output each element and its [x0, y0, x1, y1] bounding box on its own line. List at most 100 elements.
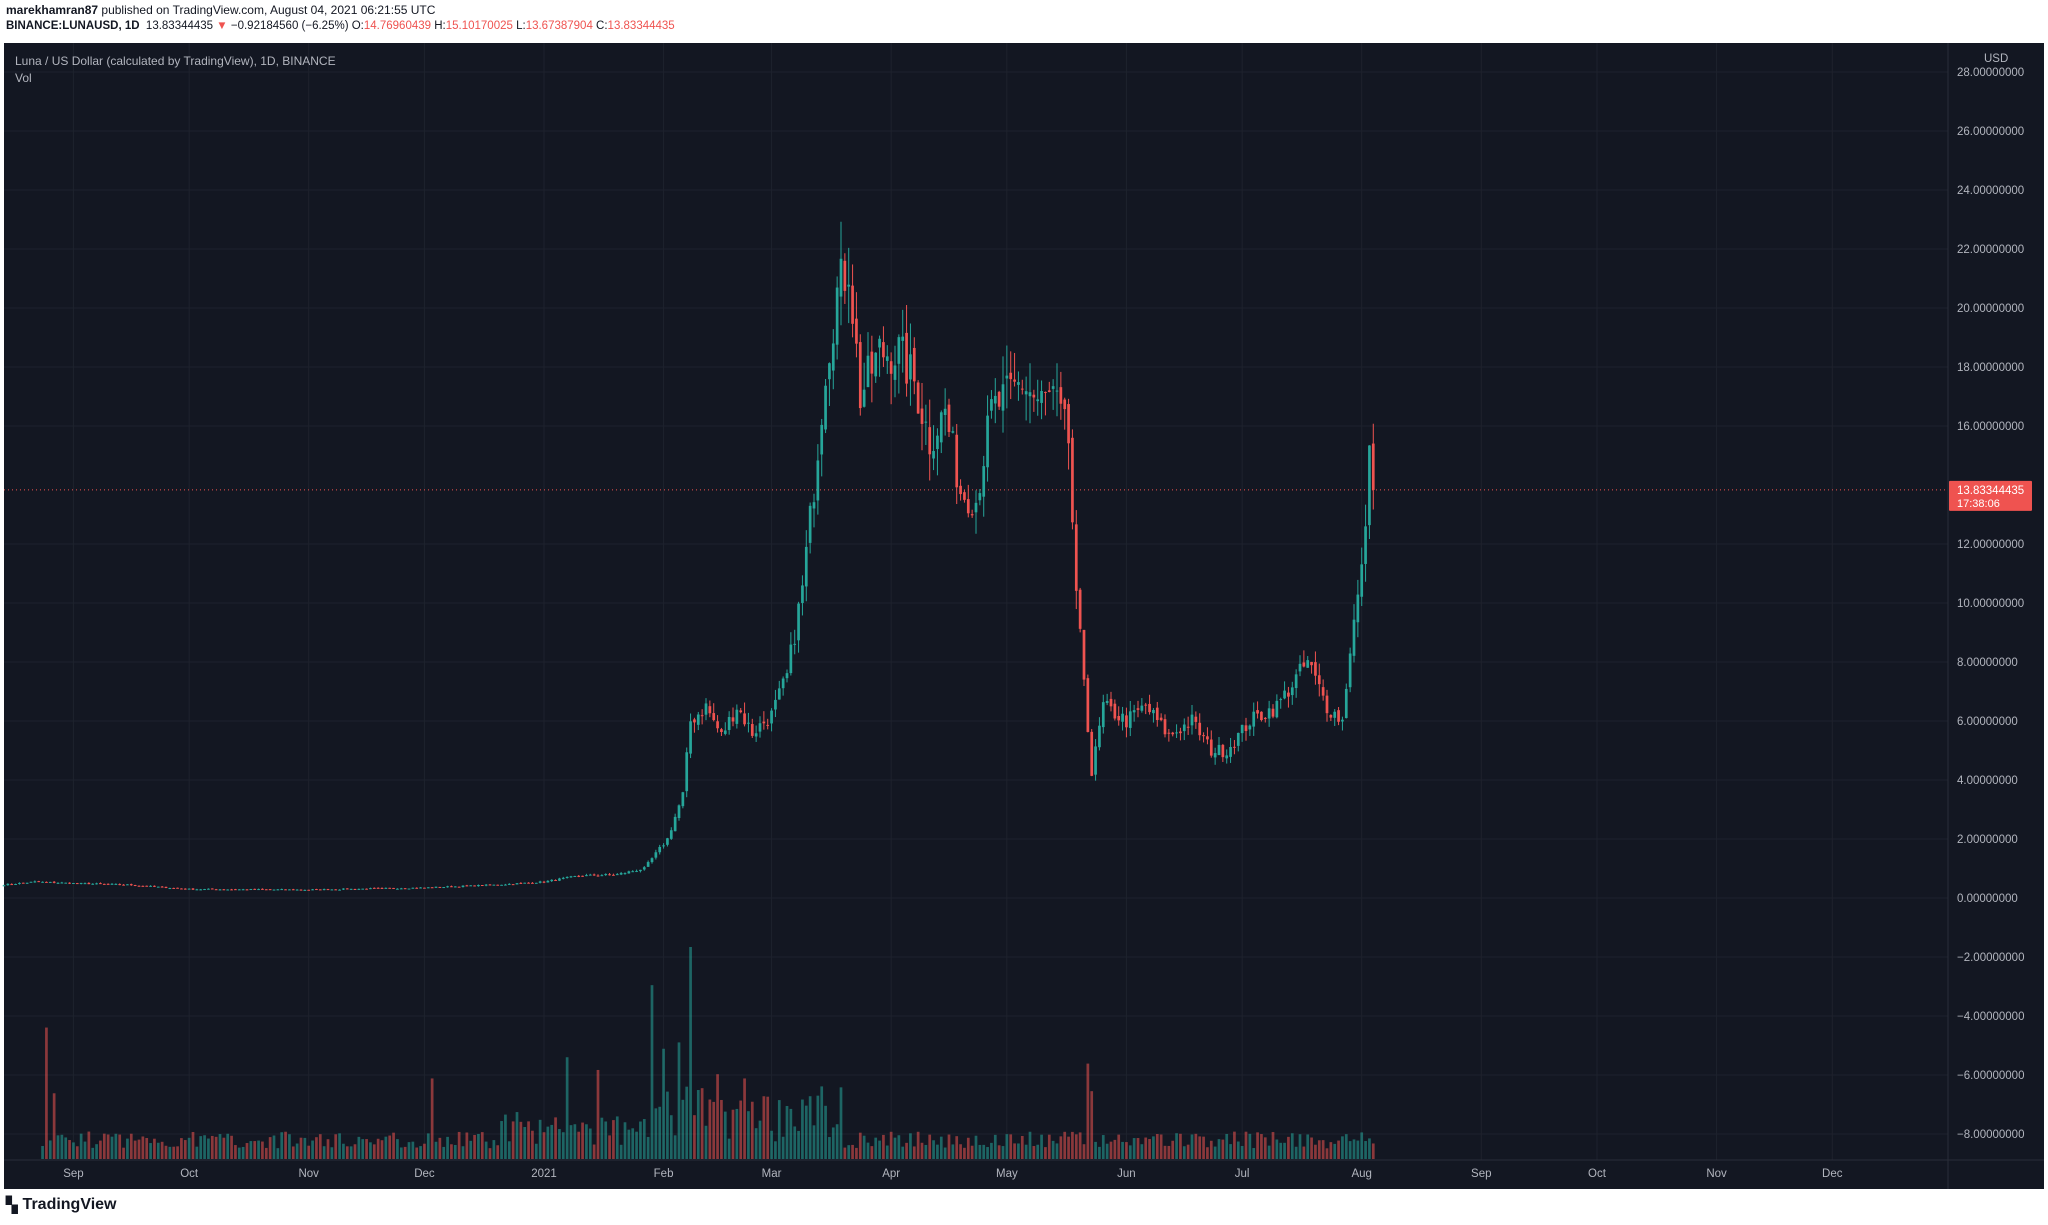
- price-tick-label: 28.00000000: [1957, 67, 2024, 79]
- candle-body: [920, 408, 924, 424]
- publisher-name[interactable]: marekhamran87: [6, 3, 99, 17]
- volume-bar: [1082, 1144, 1086, 1159]
- volume-bar: [237, 1147, 241, 1159]
- volume-bar: [411, 1141, 415, 1159]
- price-scale[interactable]: 28.00000000 26.00000000 24.00000000 22.0000…: [1957, 53, 2024, 1141]
- volume-bar: [924, 1144, 928, 1159]
- candle-body: [974, 502, 978, 513]
- volume-bar: [91, 1147, 95, 1159]
- volume-bar: [457, 1131, 461, 1159]
- candle-body: [106, 883, 110, 885]
- volume-bar: [982, 1144, 986, 1159]
- volume-bar: [1310, 1137, 1313, 1159]
- candle-body: [241, 889, 245, 891]
- volume-bar: [577, 1131, 581, 1159]
- volume-bar: [843, 1147, 847, 1159]
- candle-body: [1306, 660, 1310, 668]
- published-text: published on TradingView.com, August 04,…: [101, 3, 436, 17]
- volume-bar: [523, 1127, 527, 1159]
- candle-body: [1298, 663, 1302, 672]
- high-value: 15.10170025: [445, 20, 513, 32]
- volume-bar: [1155, 1133, 1159, 1159]
- volume-bar: [808, 1096, 812, 1159]
- volume-bar: [585, 1124, 588, 1159]
- volume-bar: [920, 1142, 924, 1159]
- volume-bar: [712, 1101, 716, 1159]
- candle-body: [226, 889, 230, 891]
- series-title[interactable]: Luna / US Dollar (calculated by TradingV…: [15, 54, 336, 68]
- volume-bar: [399, 1147, 403, 1159]
- volume-bar: [83, 1141, 87, 1159]
- candle-body: [1194, 716, 1198, 722]
- candle-body: [747, 722, 750, 724]
- candle-body: [531, 882, 534, 884]
- volume-bar: [48, 1140, 52, 1159]
- candle-body: [758, 723, 762, 732]
- time-tick-label: Mar: [762, 1168, 782, 1180]
- candle-body: [1090, 731, 1094, 776]
- volume-bar: [1121, 1141, 1124, 1159]
- candle-body: [1209, 739, 1213, 756]
- volume-bar: [974, 1135, 978, 1159]
- candle-body: [164, 886, 168, 889]
- candle-body: [565, 876, 569, 879]
- volume-bar: [820, 1086, 824, 1159]
- candle-body: [133, 885, 137, 887]
- publish-header: marekhamran87 published on TradingView.c…: [6, 2, 675, 34]
- volume-bar: [168, 1146, 172, 1159]
- volume-bar: [716, 1074, 719, 1159]
- volume-bar: [446, 1136, 449, 1159]
- candle-body: [693, 719, 696, 723]
- candle-body: [315, 889, 318, 891]
- candle-body: [743, 713, 746, 725]
- low-value: 13.67387904: [525, 20, 593, 32]
- volume-bar: [1159, 1134, 1163, 1159]
- volume-bar: [693, 1115, 696, 1159]
- volume-bar: [345, 1146, 349, 1159]
- candle-body: [951, 431, 955, 433]
- candle-body: [430, 887, 434, 889]
- candle-body: [276, 889, 280, 891]
- time-scale[interactable]: Sep Oct Nov Dec 2021 Feb Mar Apr May Jun Jul Aug Sep…: [63, 1168, 1843, 1180]
- volume-bar: [75, 1146, 79, 1159]
- volume-bar: [349, 1146, 353, 1159]
- volume-bar: [318, 1134, 322, 1159]
- volume-bar: [79, 1133, 83, 1159]
- candle-body: [365, 888, 368, 890]
- candle-body: [754, 733, 758, 737]
- volume-bar: [1071, 1131, 1074, 1159]
- candle-body: [581, 875, 584, 877]
- open-label: O:: [351, 20, 364, 32]
- candle-body: [1094, 746, 1097, 775]
- volume-bar: [137, 1139, 141, 1159]
- volume-bar: [504, 1114, 507, 1159]
- volume-bar: [122, 1147, 125, 1159]
- chart-area[interactable]: [4, 43, 2044, 1189]
- tradingview-logo-icon[interactable]: ▚: [6, 1197, 18, 1214]
- candle-body: [149, 885, 152, 887]
- volume-bar: [1252, 1148, 1256, 1159]
- candle-body: [1348, 653, 1352, 688]
- candle-body: [349, 888, 353, 890]
- candle-body: [1101, 702, 1105, 728]
- brand-name[interactable]: TradingView: [22, 1196, 117, 1213]
- volume-bar: [1028, 1131, 1032, 1159]
- candle-body: [1310, 661, 1313, 666]
- volume-bar: [307, 1145, 311, 1159]
- volume-bar: [866, 1142, 870, 1159]
- volume-bar: [1244, 1131, 1248, 1159]
- candle-body: [1055, 390, 1059, 392]
- candle-body: [793, 643, 797, 645]
- last-price: 13.83344435: [145, 20, 214, 32]
- candle-body: [1360, 564, 1364, 597]
- volume-bar: [739, 1100, 743, 1159]
- volume-bar: [1152, 1136, 1155, 1159]
- volume-bar: [700, 1088, 704, 1159]
- volume-label[interactable]: Vol: [15, 71, 32, 85]
- candle-body: [639, 869, 642, 872]
- candle-body: [1213, 753, 1217, 758]
- time-tick-label: Dec: [414, 1168, 435, 1180]
- volume-bar: [1182, 1146, 1186, 1159]
- candle-body: [380, 887, 384, 889]
